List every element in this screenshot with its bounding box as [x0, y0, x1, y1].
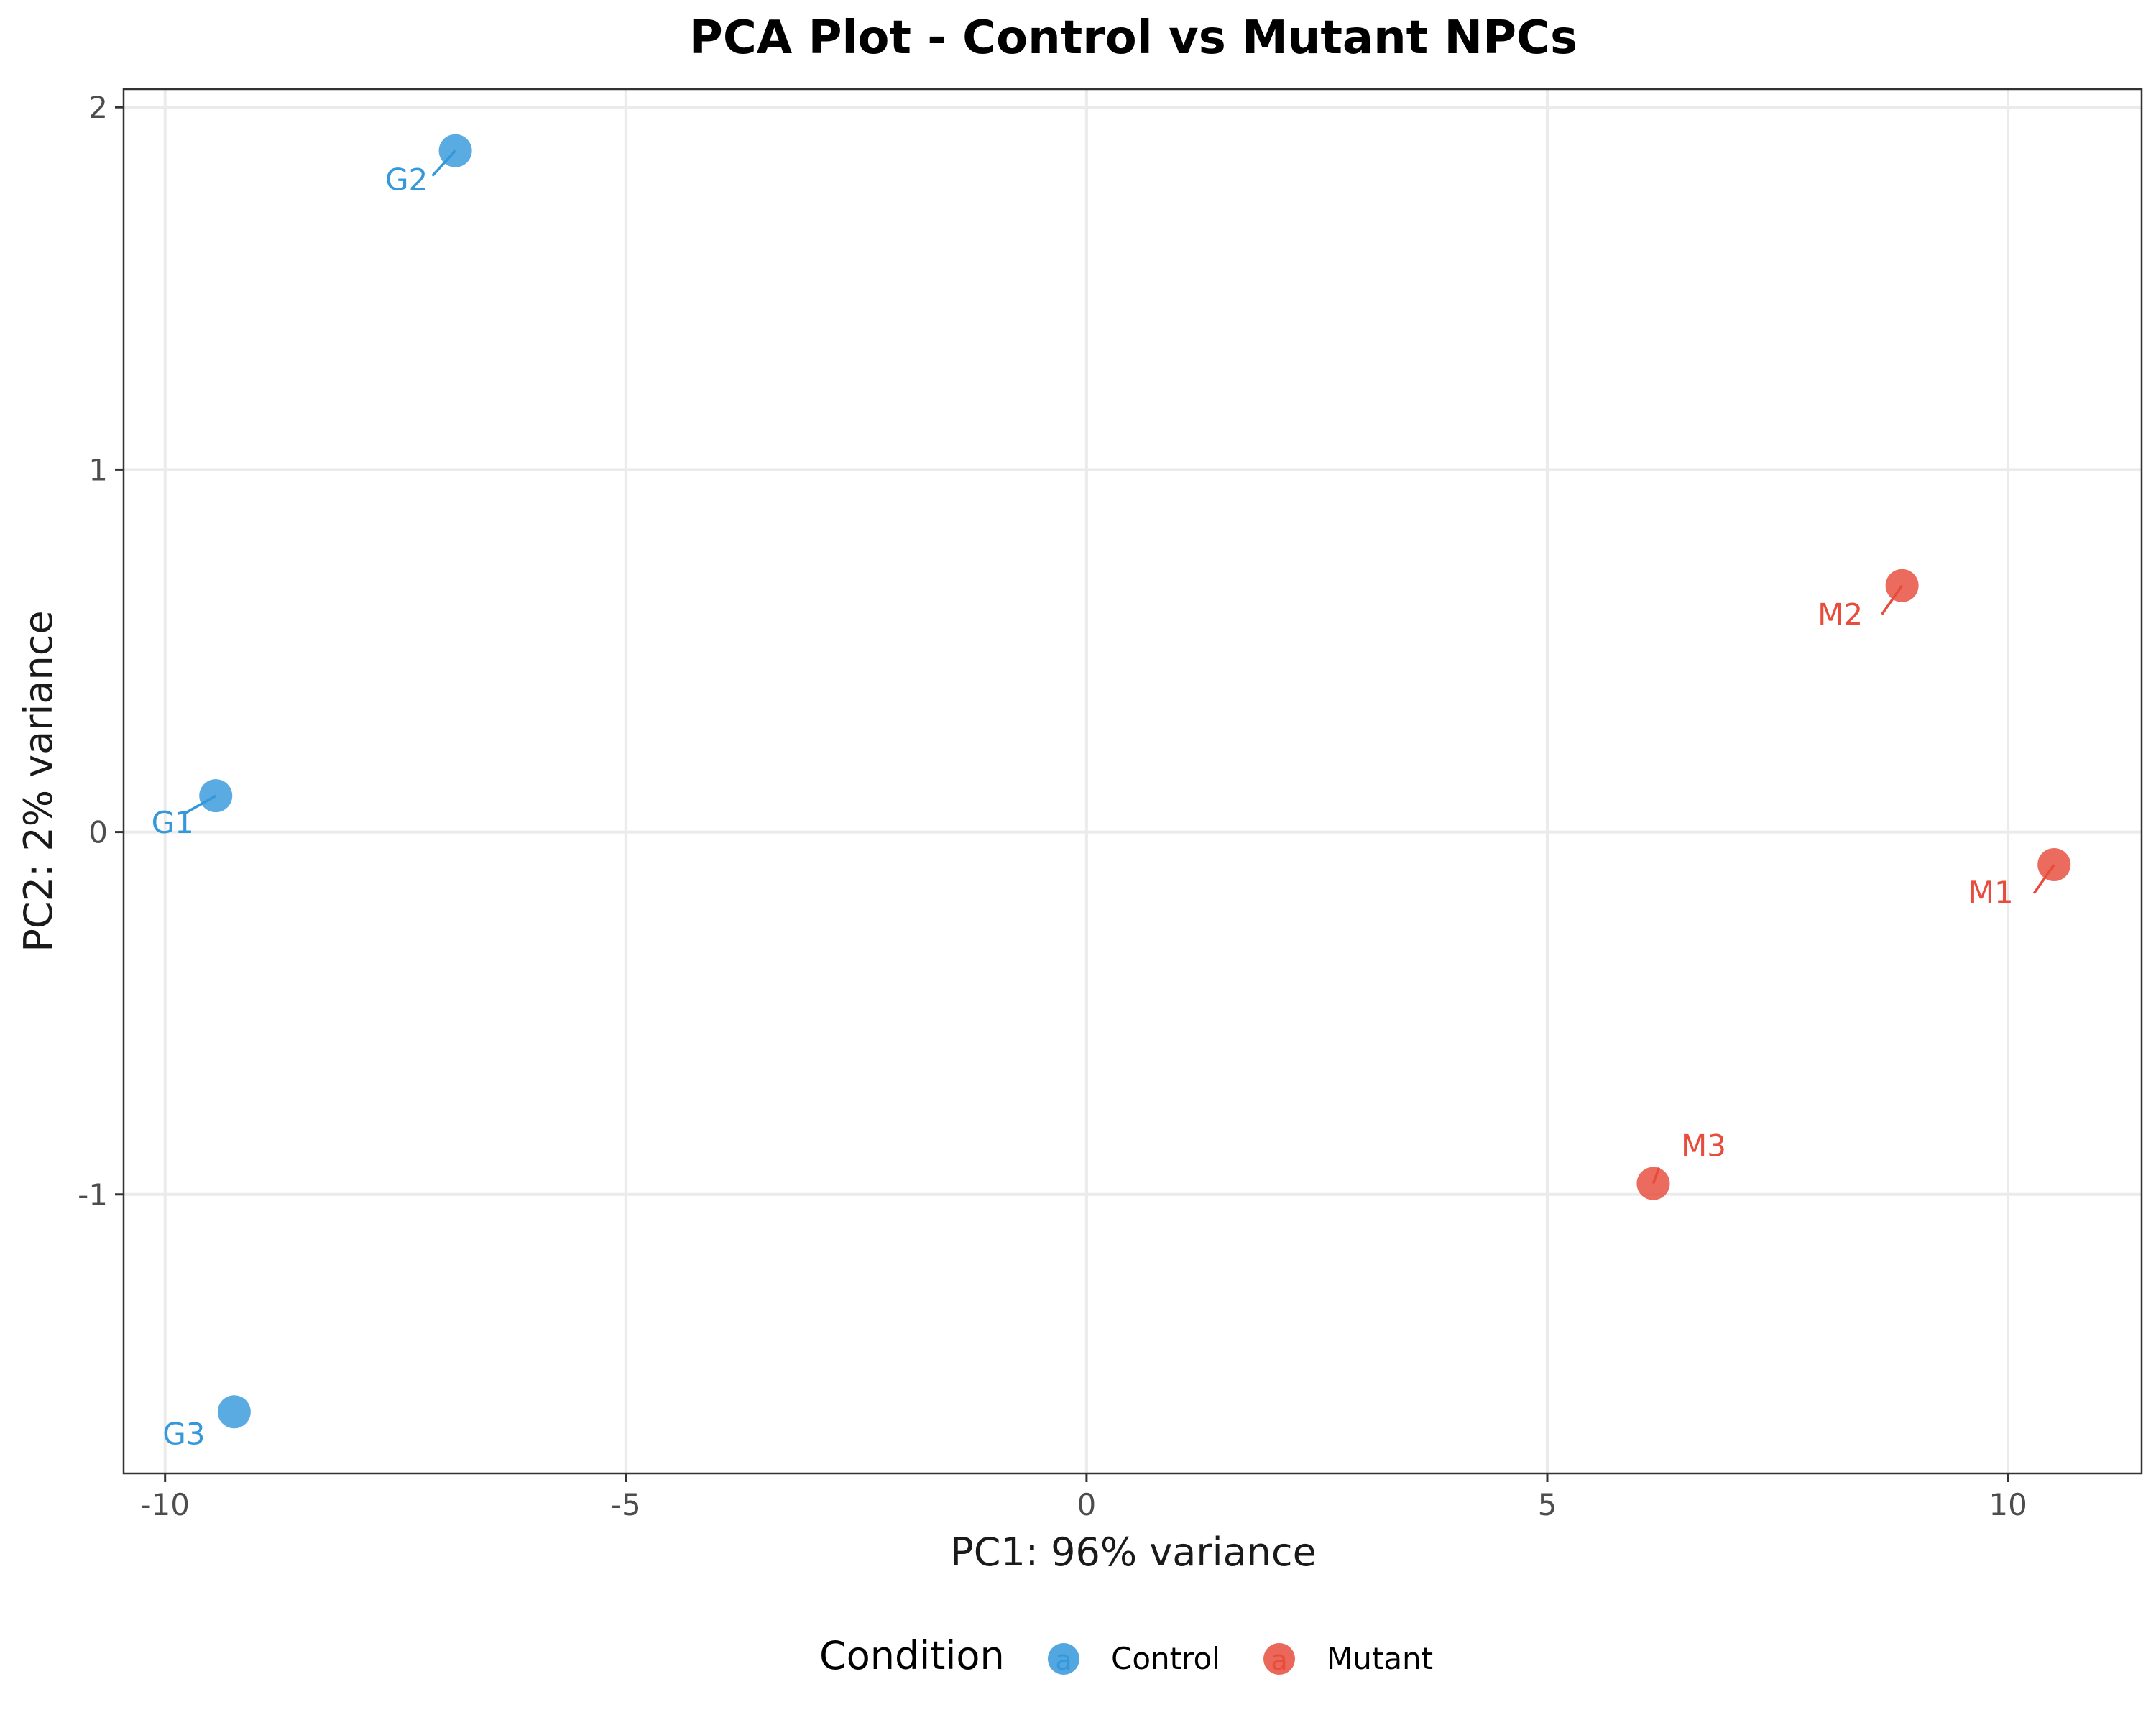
data-point: [217, 1395, 251, 1429]
legend-key-glyph-control: a: [1055, 1644, 1072, 1676]
point-g1: G1: [152, 779, 233, 840]
point-label: G2: [385, 162, 428, 198]
legend-label-control: Control: [1111, 1641, 1220, 1676]
y-tick-label: 1: [88, 452, 108, 487]
legend-key-glyph-mutant: a: [1271, 1644, 1287, 1676]
point-label: G3: [162, 1416, 205, 1451]
data-points: G1 G2 G3 M1 M2 M3: [152, 134, 2071, 1451]
point-m2: M2: [1818, 569, 1919, 632]
legend-title: Condition: [819, 1633, 1005, 1678]
y-axis-title: PC2: 2% variance: [16, 610, 61, 952]
point-g2: G2: [385, 134, 472, 198]
x-tick-label: 5: [1538, 1487, 1557, 1522]
x-tick-label: 0: [1077, 1487, 1097, 1522]
legend: Condition a Control a Mutant: [819, 1633, 1433, 1678]
y-tick-label: 2: [88, 90, 108, 125]
legend-key-control: [1048, 1643, 1079, 1675]
chart-title: PCA Plot - Control vs Mutant NPCs: [689, 12, 1577, 65]
plot-panel-border: [122, 88, 2143, 1475]
point-label: M2: [1818, 597, 1863, 632]
point-label: G1: [152, 805, 194, 840]
data-point: [1885, 569, 1919, 602]
point-label: M1: [1968, 875, 2014, 910]
data-point: [438, 134, 472, 167]
x-tick-label: -10: [140, 1487, 190, 1522]
legend-label-mutant: Mutant: [1327, 1641, 1433, 1676]
legend-key-mutant: [1263, 1643, 1295, 1675]
legend-entry-control: a Control: [1048, 1641, 1220, 1676]
grid-lines: [124, 89, 2142, 1473]
point-m1: M1: [1968, 847, 2071, 910]
y-tick-label: 0: [88, 815, 108, 850]
data-point: [2037, 847, 2071, 881]
point-label: M3: [1681, 1128, 1726, 1164]
x-tick-label: 10: [1989, 1487, 2027, 1522]
y-tick-label: -1: [78, 1177, 108, 1213]
data-point: [199, 779, 233, 813]
data-point: [1636, 1167, 1670, 1200]
x-axis-title: PC1: 96% variance: [950, 1530, 1317, 1575]
point-m3: M3: [1636, 1128, 1726, 1200]
x-tick-label: -5: [611, 1487, 641, 1522]
legend-entry-mutant: a Mutant: [1263, 1641, 1433, 1676]
point-g3: G3: [162, 1395, 251, 1451]
